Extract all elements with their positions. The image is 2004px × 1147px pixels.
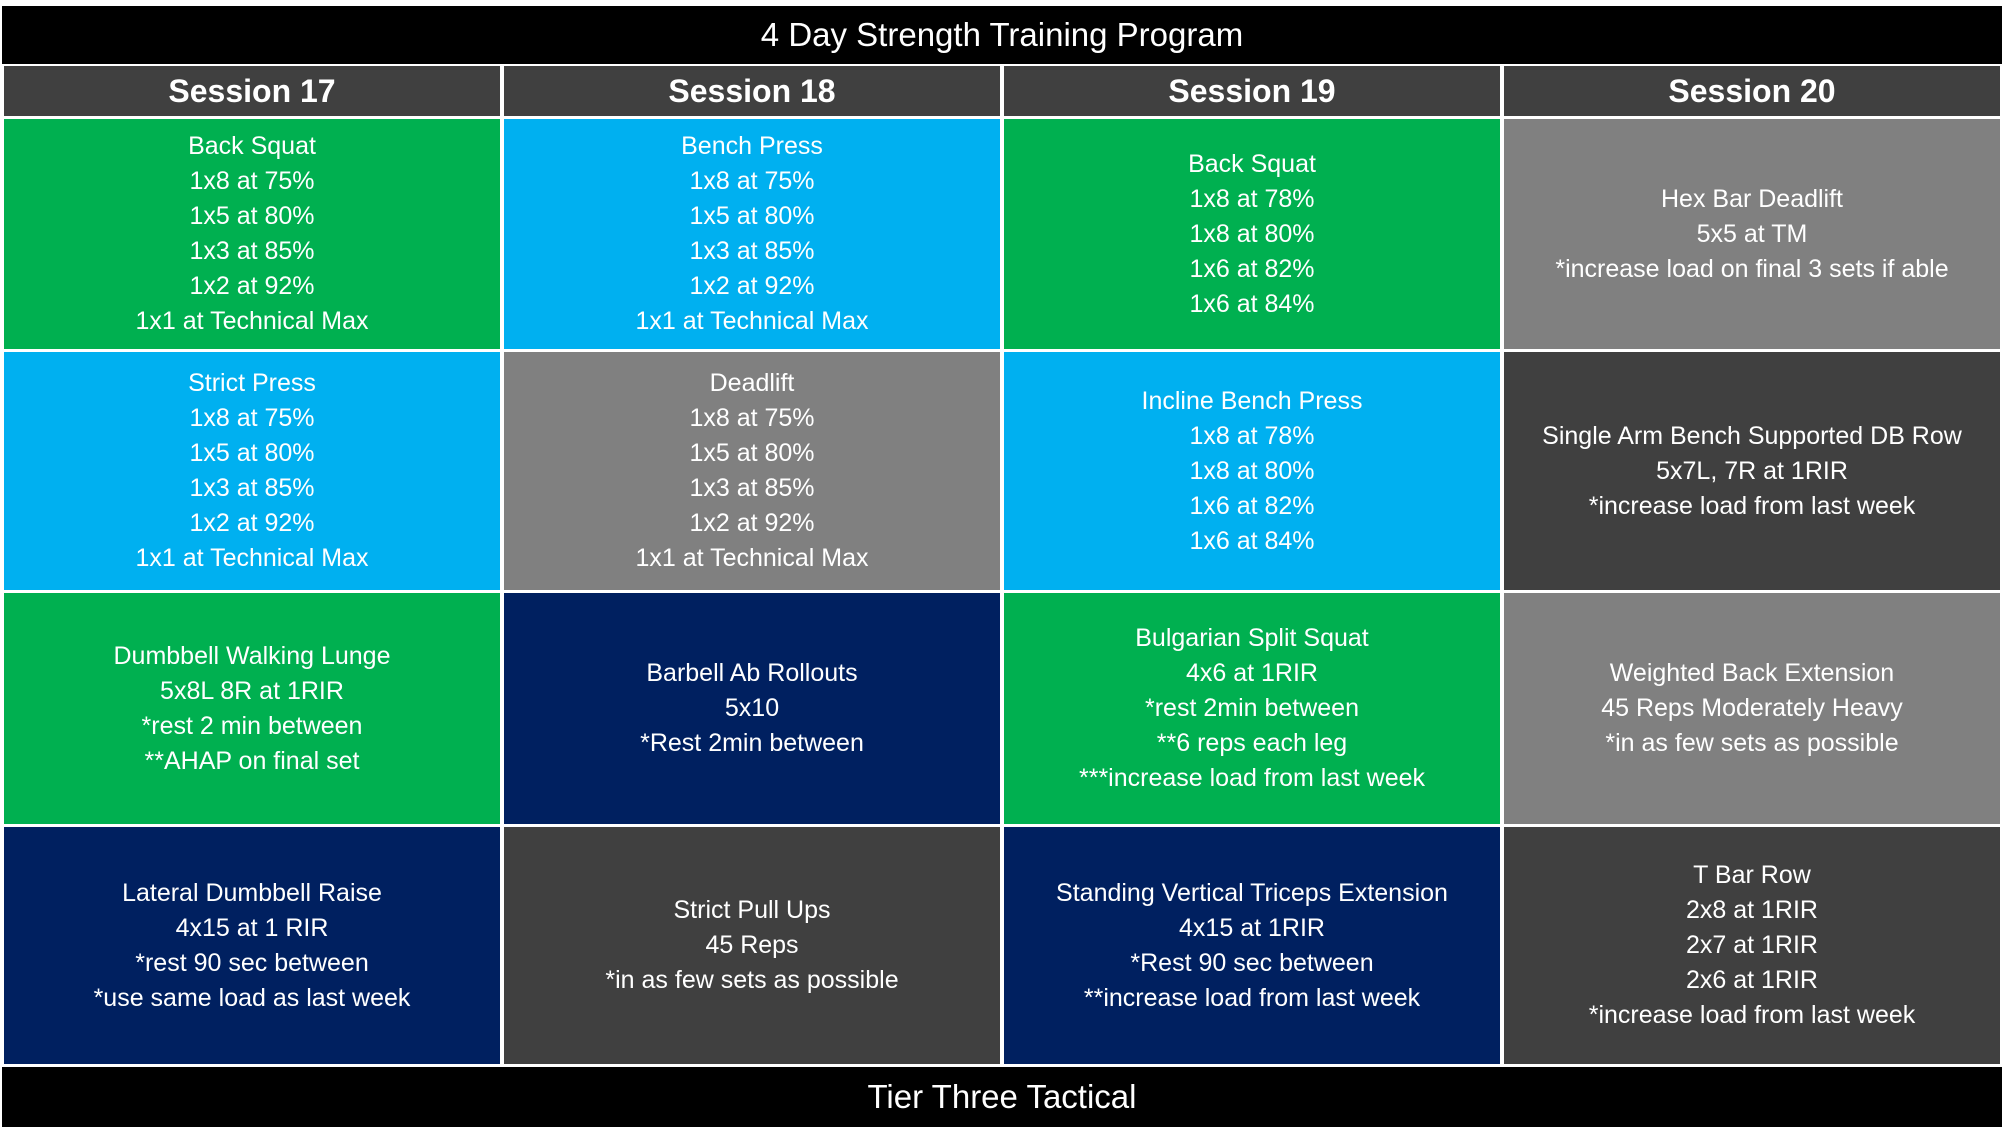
- exercise-cell: Deadlift 1x8 at 75% 1x5 at 80% 1x3 at 85% 1x…: [504, 352, 1000, 590]
- exercise-name: Standing Vertical Triceps Extension: [1056, 878, 1448, 907]
- exercise-detail: 1x5 at 80%: [189, 439, 315, 467]
- exercise-detail: 1x8 at 78%: [1189, 184, 1315, 213]
- exercise-detail: *in as few sets as possible: [1605, 729, 1899, 757]
- exercise-detail: ***increase load from last week: [1079, 764, 1425, 792]
- session-grid: Session 17 Session 18 Session 19 Session 20…: [2, 66, 2002, 1064]
- exercise-cell: Single Arm Bench Supported DB Row 5x7L, 7…: [1504, 352, 2000, 590]
- exercise-detail: *rest 2 min between: [141, 711, 363, 740]
- exercise-detail: 1x2 at 92%: [689, 509, 815, 537]
- exercise-name: Single Arm Bench Supported DB Row: [1542, 421, 1962, 450]
- exercise-detail: 1x3 at 85%: [689, 474, 815, 502]
- exercise-cell: Lateral Dumbbell Raise 4x15 at 1 RIR *rest…: [4, 827, 500, 1064]
- exercise-detail: *increase load from last week: [1588, 491, 1916, 520]
- table-footer: Tier Three Tactical: [2, 1067, 2002, 1127]
- exercise-detail: 4x15 at 1RIR: [1179, 913, 1325, 942]
- exercise-detail: 1x8 at 75%: [189, 167, 315, 195]
- exercise-name: Weighted Back Extension: [1609, 659, 1895, 687]
- column-header: Session 18: [504, 66, 1000, 116]
- exercise-detail: 1x8 at 80%: [1189, 456, 1315, 485]
- exercise-name: Incline Bench Press: [1141, 386, 1363, 415]
- exercise-detail: 1x6 at 84%: [1189, 526, 1315, 555]
- exercise-cell: Strict Pull Ups 45 Reps *in as few sets as…: [504, 827, 1000, 1064]
- table-title: 4 Day Strength Training Program: [2, 6, 2002, 64]
- exercise-detail: 4x15 at 1 RIR: [175, 913, 329, 942]
- exercise-detail: **increase load from last week: [1083, 983, 1421, 1012]
- exercise-detail: 1x3 at 85%: [189, 474, 315, 502]
- column-header: Session 19: [1004, 66, 1500, 116]
- exercise-cell: Barbell Ab Rollouts 5x10 *Rest 2min betwee…: [504, 593, 1000, 824]
- exercise-cell: Bench Press 1x8 at 75% 1x5 at 80% 1x3 at 85…: [504, 119, 1000, 349]
- exercise-detail: 1x1 at Technical Max: [635, 307, 869, 335]
- exercise-cell: Standing Vertical Triceps Extension 4x15 …: [1004, 827, 1500, 1064]
- exercise-name: Deadlift: [709, 369, 795, 397]
- exercise-detail: 1x8 at 75%: [189, 404, 315, 432]
- exercise-detail: *use same load as last week: [93, 983, 411, 1012]
- exercise-detail: 2x6 at 1RIR: [1685, 966, 1818, 994]
- exercise-detail: 1x5 at 80%: [189, 202, 315, 230]
- exercise-detail: *in as few sets as possible: [605, 966, 899, 994]
- exercise-detail: 45 Reps: [705, 931, 799, 959]
- exercise-name: T Bar Row: [1693, 861, 1811, 889]
- column-header: Session 20: [1504, 66, 2000, 116]
- exercise-name: Hex Bar Deadlift: [1660, 184, 1844, 213]
- exercise-detail: 2x7 at 1RIR: [1685, 931, 1818, 959]
- exercise-detail: 1x6 at 82%: [1189, 491, 1315, 520]
- column-header: Session 17: [4, 66, 500, 116]
- exercise-detail: *Rest 2min between: [640, 729, 864, 757]
- exercise-detail: 1x8 at 78%: [1189, 421, 1315, 450]
- exercise-name: Strict Pull Ups: [673, 896, 831, 924]
- exercise-cell: Hex Bar Deadlift 5x5 at TM *increase load …: [1504, 119, 2000, 349]
- exercise-cell: Incline Bench Press 1x8 at 78% 1x8 at 80% 1…: [1004, 352, 1500, 590]
- exercise-detail: 45 Reps Moderately Heavy: [1601, 694, 1903, 722]
- exercise-detail: 1x6 at 82%: [1189, 254, 1315, 283]
- exercise-name: Back Squat: [188, 132, 316, 160]
- exercise-name: Back Squat: [1188, 149, 1316, 178]
- program-table: 4 Day Strength Training Program Session …: [2, 6, 2002, 1127]
- exercise-detail: 1x8 at 80%: [1189, 219, 1315, 248]
- exercise-detail: *Rest 90 sec between: [1130, 948, 1374, 977]
- exercise-cell: Bulgarian Split Squat 4x6 at 1RIR *rest 2m…: [1004, 593, 1500, 824]
- exercise-detail: 1x6 at 84%: [1189, 289, 1315, 318]
- exercise-cell: Dumbbell Walking Lunge 5x8L 8R at 1RIR *re…: [4, 593, 500, 824]
- exercise-detail: 1x2 at 92%: [689, 272, 815, 300]
- exercise-cell: Strict Press 1x8 at 75% 1x5 at 80% 1x3 at 8…: [4, 352, 500, 590]
- exercise-cell: Back Squat 1x8 at 75% 1x5 at 80% 1x3 at 85%…: [4, 119, 500, 349]
- exercise-detail: 1x5 at 80%: [689, 202, 815, 230]
- exercise-detail: **6 reps each leg: [1156, 729, 1348, 757]
- exercise-detail: *rest 2min between: [1144, 694, 1359, 722]
- exercise-detail: 4x6 at 1RIR: [1185, 659, 1318, 687]
- exercise-name: Bulgarian Split Squat: [1135, 624, 1369, 652]
- exercise-detail: *increase load from last week: [1588, 1001, 1916, 1029]
- exercise-detail: 1x5 at 80%: [689, 439, 815, 467]
- exercise-cell: Back Squat 1x8 at 78% 1x8 at 80% 1x6 at 82%…: [1004, 119, 1500, 349]
- exercise-cell: T Bar Row 2x8 at 1RIR 2x7 at 1RIR 2x6 at 1R…: [1504, 827, 2000, 1064]
- exercise-detail: 1x3 at 85%: [689, 237, 815, 265]
- exercise-detail: 1x2 at 92%: [189, 509, 315, 537]
- exercise-name: Dumbbell Walking Lunge: [113, 641, 391, 670]
- exercise-detail: 1x3 at 85%: [189, 237, 315, 265]
- exercise-name: Strict Press: [188, 369, 316, 397]
- exercise-detail: 5x5 at TM: [1696, 219, 1808, 248]
- exercise-detail: *increase load on final 3 sets if able: [1555, 254, 1949, 283]
- exercise-detail: 1x8 at 75%: [689, 167, 815, 195]
- exercise-detail: 5x10: [724, 694, 780, 722]
- exercise-detail: 1x1 at Technical Max: [135, 307, 369, 335]
- exercise-name: Lateral Dumbbell Raise: [122, 878, 382, 907]
- exercise-cell: Weighted Back Extension 45 Reps Moderatel…: [1504, 593, 2000, 824]
- exercise-detail: 2x8 at 1RIR: [1685, 896, 1818, 924]
- exercise-name: Bench Press: [681, 132, 823, 160]
- exercise-detail: 5x8L 8R at 1RIR: [160, 676, 344, 705]
- exercise-detail: 1x2 at 92%: [189, 272, 315, 300]
- exercise-name: Barbell Ab Rollouts: [646, 659, 858, 687]
- exercise-detail: 1x8 at 75%: [689, 404, 815, 432]
- exercise-detail: *rest 90 sec between: [135, 948, 369, 977]
- exercise-detail: 1x1 at Technical Max: [635, 544, 869, 572]
- exercise-detail: **AHAP on final set: [144, 746, 360, 775]
- exercise-detail: 1x1 at Technical Max: [135, 544, 369, 572]
- exercise-detail: 5x7L, 7R at 1RIR: [1656, 456, 1848, 485]
